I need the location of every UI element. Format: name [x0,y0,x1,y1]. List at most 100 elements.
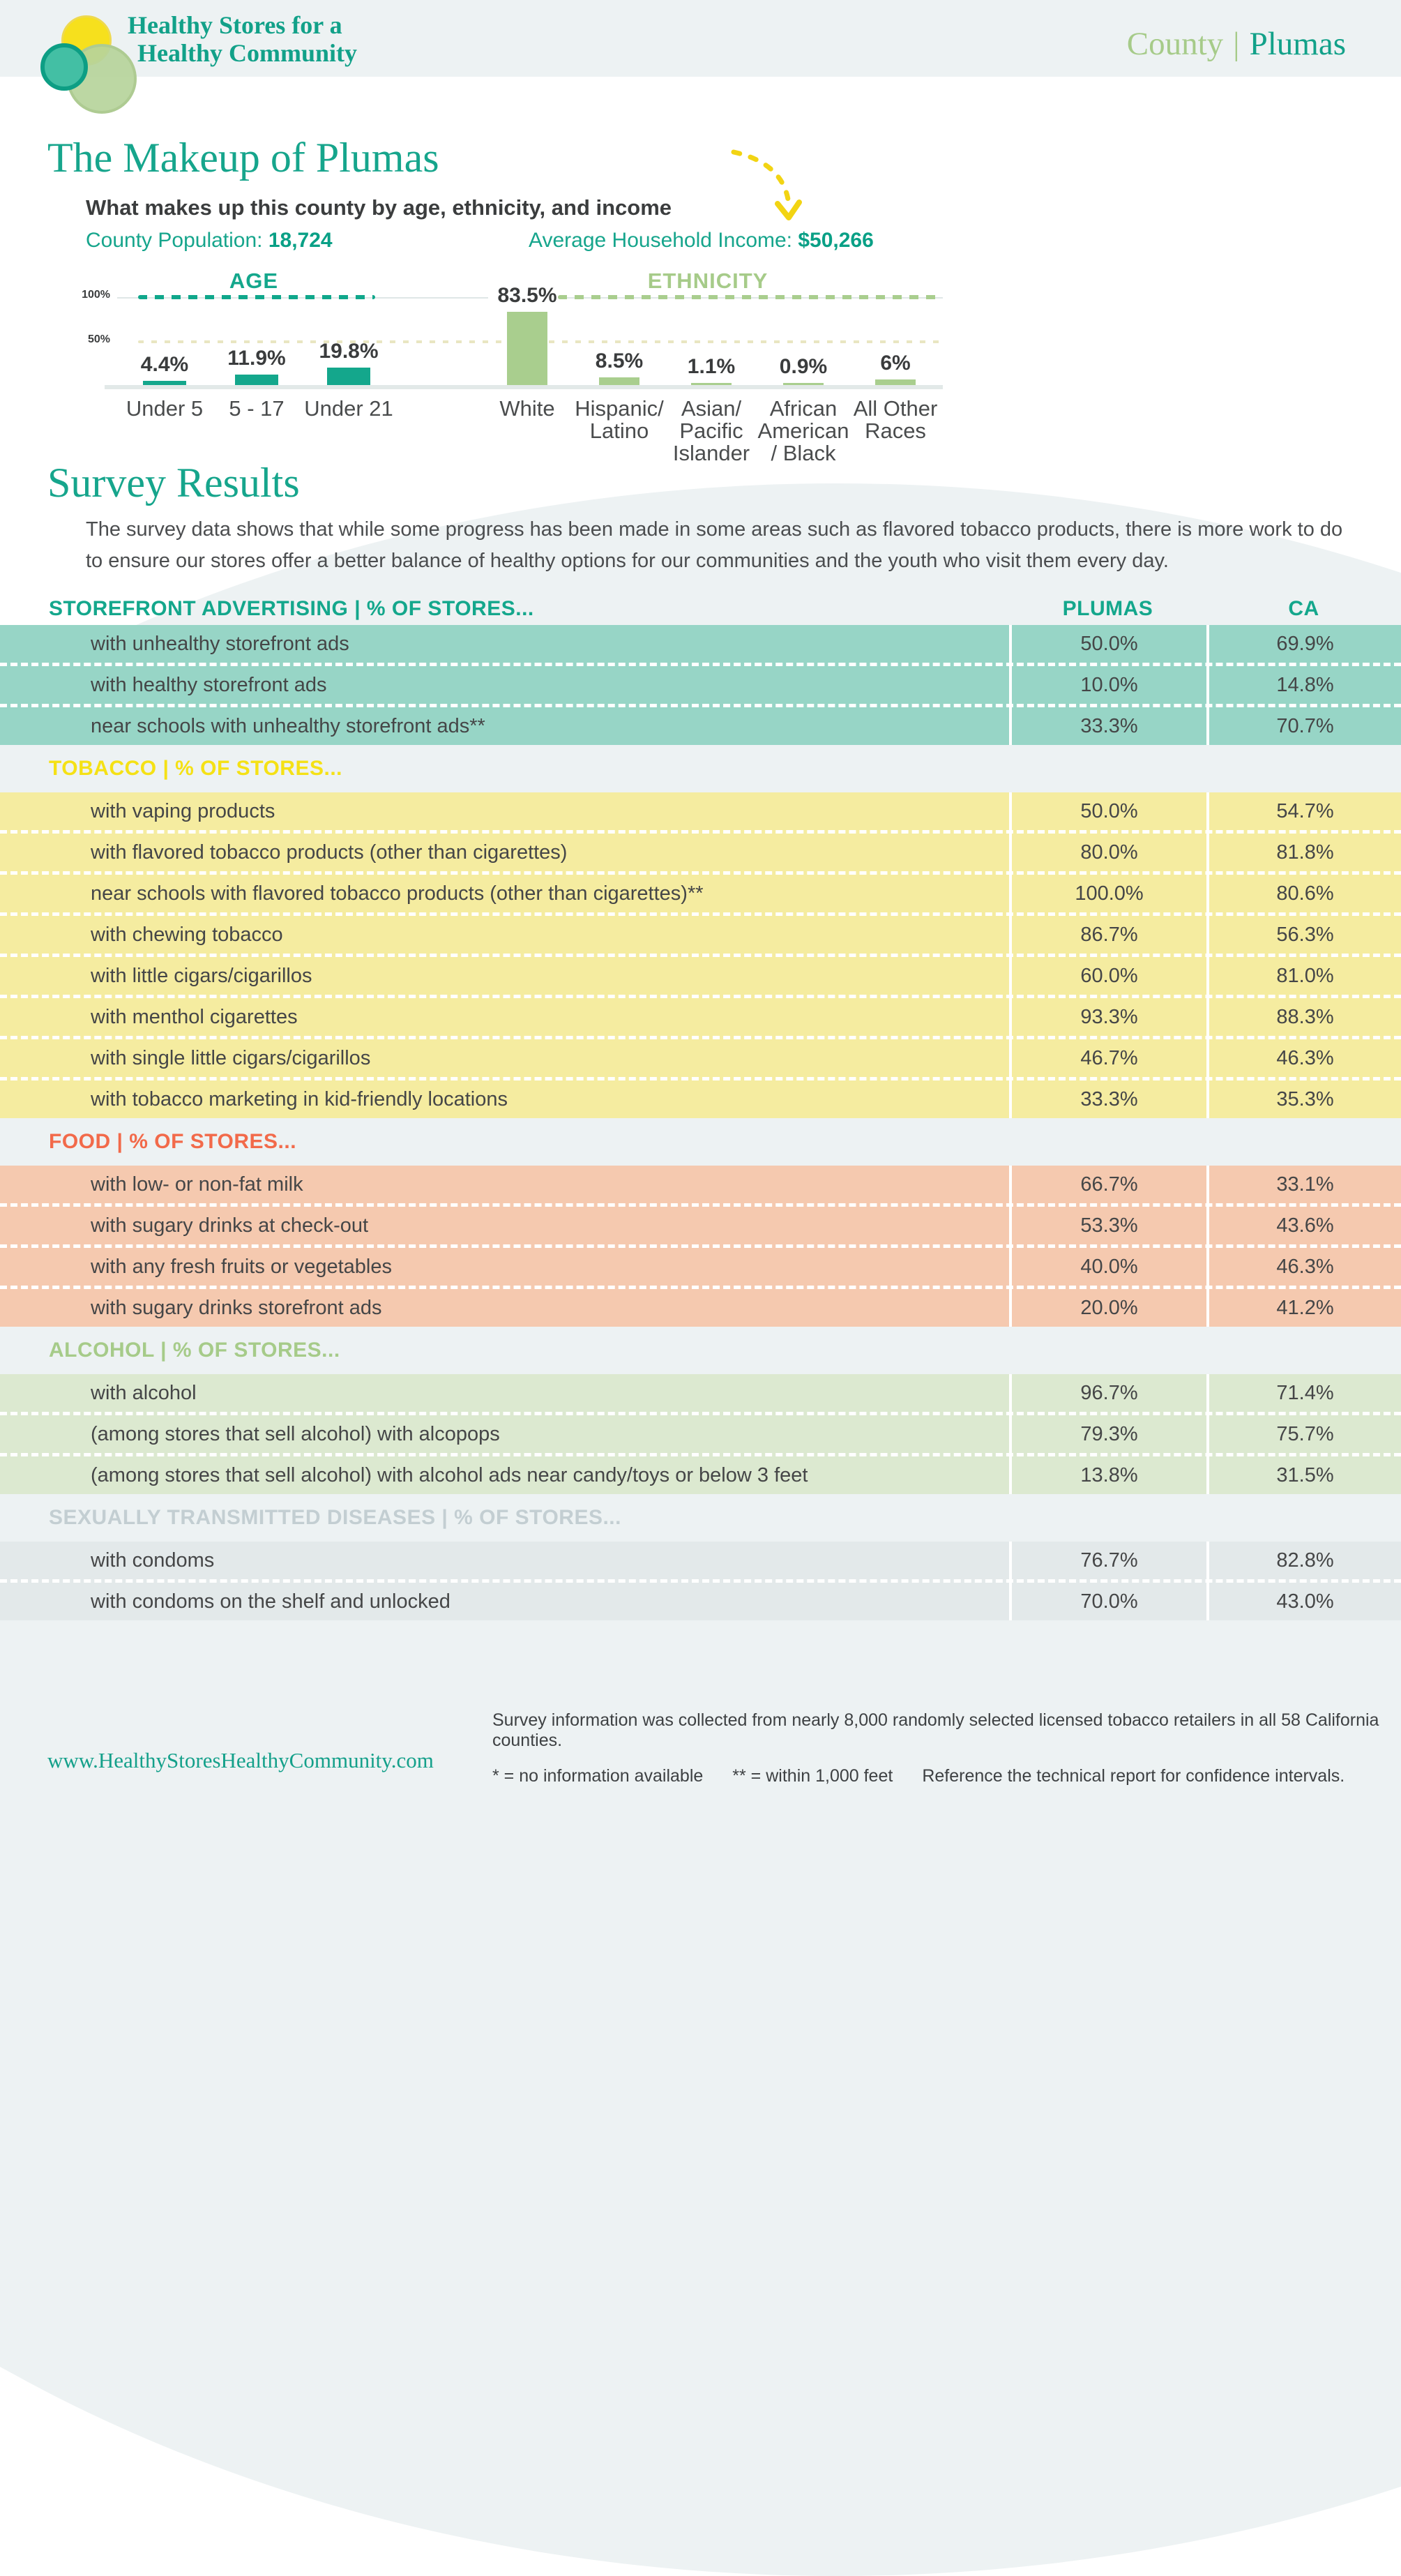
row-label: with unhealthy storefront ads [91,632,349,655]
row-value-ca: 70.7% [1206,707,1401,745]
row-value-plumas: 33.3% [1009,707,1206,745]
row-value-ca: 35.3% [1206,1080,1401,1118]
section-heading: SEXUALLY TRANSMITTED DISEASES | % OF STO… [49,1506,621,1529]
row-value-plumas: 80.0% [1009,834,1206,871]
bar-value-label: 1.1% [687,355,736,378]
row-value-ca: 41.2% [1206,1289,1401,1327]
row-label: with alcohol [91,1381,197,1404]
bar-category-label: All Other Races [853,396,938,443]
bar [507,312,547,385]
section-heading: FOOD | % OF STORES... [49,1130,297,1153]
population-value: 18,724 [268,229,333,252]
footer-note-part: Reference the technical report for confi… [922,1766,1345,1786]
section-heading: TOBACCO | % OF STORES... [49,757,342,780]
survey-table: STOREFRONT ADVERTISING | % OF STORES... P… [0,589,1401,1620]
bar-value-label: 4.4% [140,353,189,376]
bar [143,381,186,385]
bar [235,375,278,385]
bar [327,368,370,385]
row-label: with single little cigars/cigarillos [91,1046,371,1069]
row-value-ca: 54.7% [1206,792,1401,830]
bar [599,377,639,385]
bar-category-label: Under 21 [304,396,393,421]
table-row: with little cigars/cigarillos 60.0% 81.0% [0,954,1401,995]
chart-title-ethnicity: ETHNICITY [647,269,768,293]
row-value-plumas: 86.7% [1009,916,1206,954]
gridline-100-ethnicity-dashes [558,295,941,299]
section-heading-row: STOREFRONT ADVERTISING | % OF STORES... P… [0,589,1401,625]
section-heading-row: SEXUALLY TRANSMITTED DISEASES | % OF STO… [0,1494,1401,1542]
bar-category-label: Under 5 [126,396,204,421]
ytick-50: 50% [87,333,110,345]
row-value-ca: 75.7% [1206,1415,1401,1453]
footer-note-line2: * = no information available ** = within … [492,1766,1385,1786]
table-row: with healthy storefront ads 10.0% 14.8% [0,663,1401,704]
table-row: with flavored tobacco products (other th… [0,830,1401,871]
chart-title-age: AGE [229,269,279,293]
bar-category-label: African American / Black [757,396,849,465]
row-label: with condoms on the shelf and unlocked [91,1590,450,1613]
row-value-ca: 81.8% [1206,834,1401,871]
bar [875,379,916,385]
row-label: with flavored tobacco products (other th… [91,841,568,864]
table-row: with tobacco marketing in kid-friendly l… [0,1077,1401,1118]
row-value-ca: 80.6% [1206,875,1401,912]
table-row: with condoms on the shelf and unlocked 70… [0,1579,1401,1620]
section-rows: with unhealthy storefront ads 50.0% 69.9% w… [0,625,1401,745]
page-title: The Makeup of Plumas [47,135,439,181]
section-heading: STOREFRONT ADVERTISING | % OF STORES... [49,597,534,620]
row-label: near schools with flavored tobacco produ… [91,882,704,905]
column-header-ca: CA [1288,597,1319,620]
gridline-100-age-dashes [138,295,375,299]
row-label: with healthy storefront ads [91,673,327,696]
table-row: (among stores that sell alcohol) with al… [0,1412,1401,1453]
arrow-down-icon [731,149,802,220]
table-row: with unhealthy storefront ads 50.0% 69.9% [0,625,1401,663]
page: Healthy Stores for a Healthy Community C… [0,11,1401,1786]
survey-intro: The survey data shows that while some pr… [86,518,1343,572]
section-heading-row: FOOD | % OF STORES... [0,1118,1401,1166]
row-value-plumas: 10.0% [1009,666,1206,704]
row-label: with little cigars/cigarillos [91,964,312,987]
row-value-ca: 43.6% [1206,1207,1401,1244]
column-header-plumas: PLUMAS [1062,597,1153,620]
logo-circle-green-icon [67,44,137,114]
table-row: with sugary drinks at check-out 53.3% 43.6… [0,1203,1401,1244]
row-value-plumas: 96.7% [1009,1374,1206,1412]
row-value-ca: 14.8% [1206,666,1401,704]
table-row: with low- or non-fat milk 66.7% 33.1% [0,1166,1401,1203]
county-divider: | [1233,26,1240,62]
county-label: County [1126,26,1224,62]
row-value-ca: 46.3% [1206,1248,1401,1286]
table-row: with chewing tobacco 86.7% 56.3% [0,912,1401,954]
bar-value-label: 8.5% [595,349,644,372]
table-row: (among stores that sell alcohol) with al… [0,1453,1401,1494]
bar-value-label: 0.9% [779,355,828,378]
row-label: near schools with unhealthy storefront a… [91,714,485,737]
section-heading-row: ALCOHOL | % OF STORES... [0,1327,1401,1374]
footer-notes: Survey information was collected from ne… [492,1710,1385,1786]
table-row: with single little cigars/cigarillos 46.7… [0,1036,1401,1077]
row-label: with chewing tobacco [91,923,283,946]
row-label: with sugary drinks at check-out [91,1214,369,1237]
footer-note-part: ** = within 1,000 feet [732,1766,893,1786]
footer-note-part: * = no information available [492,1766,704,1786]
footer-url-link[interactable]: www.HealthyStoresHealthyCommunity.com [47,1748,434,1772]
table-row: with menthol cigarettes 93.3% 88.3% [0,995,1401,1036]
row-value-ca: 71.4% [1206,1374,1401,1412]
county-name: Plumas [1249,26,1346,62]
page-subtitle: What makes up this county by age, ethnic… [86,195,672,220]
row-label: with menthol cigarettes [91,1005,298,1028]
county-banner: County | Plumas [1127,25,1346,63]
section-rows: with low- or non-fat milk 66.7% 33.1% with … [0,1166,1401,1327]
logo-line1: Healthy Stores for a [128,11,342,39]
section-rows: with alcohol 96.7% 71.4% (among stores that… [0,1374,1401,1494]
section-rows: with vaping products 50.0% 54.7% with flavo… [0,792,1401,1118]
row-value-ca: 81.0% [1206,957,1401,995]
chart-baseline [105,385,943,389]
row-value-ca: 88.3% [1206,998,1401,1036]
row-value-plumas: 60.0% [1009,957,1206,995]
row-value-plumas: 93.3% [1009,998,1206,1036]
row-label: (among stores that sell alcohol) with al… [91,1422,500,1445]
row-value-ca: 43.0% [1206,1583,1401,1620]
